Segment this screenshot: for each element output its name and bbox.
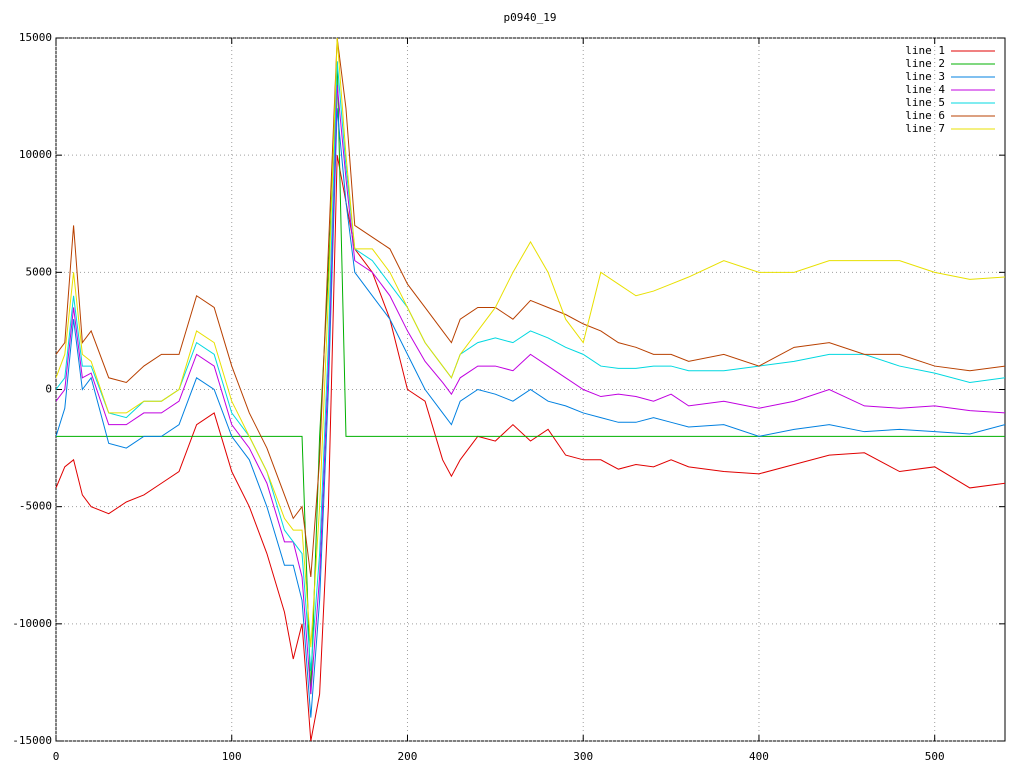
series-line [56, 38, 1005, 578]
x-tick-label: 200 [398, 750, 418, 763]
y-tick-label: 5000 [26, 265, 53, 278]
series-line [56, 38, 1005, 648]
legend-label: line 6 [905, 109, 945, 122]
legend-label: line 2 [905, 57, 945, 70]
series-line [56, 108, 1005, 718]
chart-title: p0940_19 [504, 11, 557, 24]
y-tick-label: -10000 [12, 617, 52, 630]
legend-label: line 1 [905, 44, 945, 57]
x-tick-label: 0 [53, 750, 60, 763]
y-tick-label: -5000 [19, 500, 52, 513]
x-tick-label: 400 [749, 750, 769, 763]
x-tick-label: 500 [925, 750, 945, 763]
y-tick-label: 15000 [19, 31, 52, 44]
series-line [56, 61, 1005, 671]
legend-label: line 7 [905, 122, 945, 135]
x-tick-label: 300 [573, 750, 593, 763]
series-line [56, 84, 1005, 695]
series-line [56, 155, 1005, 741]
series-line [56, 61, 1005, 695]
legend-label: line 3 [905, 70, 945, 83]
y-tick-label: 10000 [19, 148, 52, 161]
y-tick-label: -15000 [12, 734, 52, 747]
legend-label: line 5 [905, 96, 945, 109]
x-tick-label: 100 [222, 750, 242, 763]
legend-label: line 4 [905, 83, 945, 96]
y-tick-label: 0 [45, 383, 52, 396]
